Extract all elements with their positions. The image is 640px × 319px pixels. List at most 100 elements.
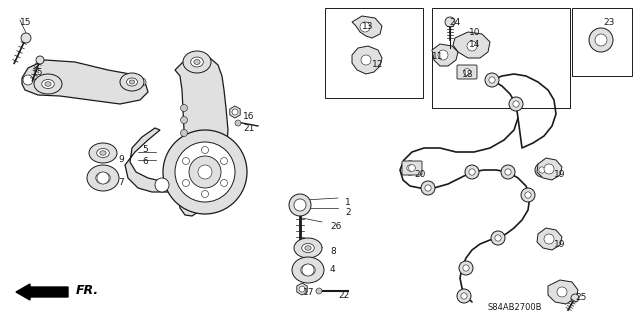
Text: 12: 12	[372, 60, 383, 69]
Text: 15: 15	[32, 68, 44, 77]
Circle shape	[544, 234, 554, 244]
Polygon shape	[352, 16, 382, 38]
Ellipse shape	[87, 165, 119, 191]
Circle shape	[235, 120, 241, 126]
Circle shape	[513, 101, 519, 107]
Ellipse shape	[301, 243, 314, 253]
Text: 21: 21	[243, 124, 254, 133]
Circle shape	[302, 264, 314, 276]
Circle shape	[463, 69, 470, 75]
Polygon shape	[175, 56, 228, 194]
Ellipse shape	[99, 175, 107, 181]
Polygon shape	[125, 128, 200, 216]
Text: 13: 13	[362, 22, 374, 31]
Circle shape	[21, 33, 31, 43]
Text: S84AB2700B: S84AB2700B	[488, 303, 543, 312]
Circle shape	[316, 288, 322, 294]
Circle shape	[525, 192, 531, 198]
Circle shape	[409, 165, 415, 171]
Circle shape	[360, 22, 370, 32]
Polygon shape	[352, 46, 382, 74]
Circle shape	[138, 78, 146, 86]
Circle shape	[589, 28, 613, 52]
Circle shape	[407, 165, 413, 171]
Ellipse shape	[127, 78, 138, 86]
Circle shape	[461, 293, 467, 299]
Text: 20: 20	[414, 170, 426, 179]
Text: 11: 11	[432, 52, 444, 61]
Circle shape	[180, 105, 188, 112]
Ellipse shape	[96, 172, 110, 184]
Ellipse shape	[42, 79, 54, 88]
Circle shape	[202, 190, 209, 197]
Polygon shape	[432, 44, 458, 66]
Circle shape	[299, 286, 305, 292]
Circle shape	[465, 165, 479, 179]
Text: 14: 14	[469, 40, 481, 49]
Polygon shape	[297, 283, 307, 295]
FancyBboxPatch shape	[402, 161, 422, 175]
Ellipse shape	[305, 246, 311, 250]
Text: 2: 2	[345, 208, 351, 217]
FancyBboxPatch shape	[457, 65, 477, 79]
Circle shape	[180, 130, 188, 137]
Ellipse shape	[45, 82, 51, 86]
Circle shape	[571, 294, 579, 302]
Ellipse shape	[191, 57, 204, 67]
Circle shape	[221, 180, 228, 187]
Circle shape	[544, 164, 554, 174]
Circle shape	[539, 167, 545, 173]
Ellipse shape	[292, 257, 324, 283]
Text: 5: 5	[142, 145, 148, 154]
Ellipse shape	[183, 51, 211, 73]
Polygon shape	[453, 32, 490, 58]
Circle shape	[421, 181, 435, 195]
Circle shape	[491, 231, 505, 245]
Ellipse shape	[301, 264, 316, 276]
Circle shape	[289, 194, 311, 216]
Bar	[432, 8, 570, 108]
Polygon shape	[22, 60, 148, 104]
Polygon shape	[537, 158, 562, 180]
Circle shape	[182, 158, 189, 165]
Text: 9: 9	[118, 155, 124, 164]
Circle shape	[202, 146, 209, 153]
Circle shape	[232, 109, 238, 115]
Text: 25: 25	[575, 293, 586, 302]
Ellipse shape	[294, 238, 322, 258]
Text: FR.: FR.	[76, 285, 99, 298]
Circle shape	[294, 199, 306, 211]
Circle shape	[489, 77, 495, 83]
Text: 17: 17	[303, 288, 314, 297]
Circle shape	[97, 172, 109, 184]
Text: 7: 7	[118, 178, 124, 187]
Ellipse shape	[129, 80, 134, 84]
Circle shape	[23, 75, 33, 85]
FancyArrow shape	[16, 284, 68, 300]
Circle shape	[438, 50, 448, 60]
Polygon shape	[230, 106, 240, 118]
Text: 18: 18	[462, 70, 474, 79]
Ellipse shape	[120, 73, 144, 91]
Circle shape	[495, 235, 501, 241]
Circle shape	[485, 73, 499, 87]
Circle shape	[155, 178, 169, 192]
Polygon shape	[548, 280, 578, 304]
Circle shape	[180, 116, 188, 123]
Circle shape	[36, 56, 44, 64]
Circle shape	[595, 34, 607, 46]
Ellipse shape	[34, 74, 62, 94]
Ellipse shape	[100, 151, 106, 155]
Ellipse shape	[194, 60, 200, 64]
Circle shape	[459, 261, 473, 275]
Bar	[325, 8, 423, 98]
Text: 19: 19	[554, 240, 566, 249]
Circle shape	[445, 17, 455, 27]
Circle shape	[501, 165, 515, 179]
Text: 22: 22	[338, 291, 349, 300]
Circle shape	[189, 156, 221, 188]
Text: 19: 19	[554, 170, 566, 179]
Circle shape	[469, 169, 475, 175]
Text: 4: 4	[330, 265, 335, 274]
Circle shape	[557, 287, 567, 297]
